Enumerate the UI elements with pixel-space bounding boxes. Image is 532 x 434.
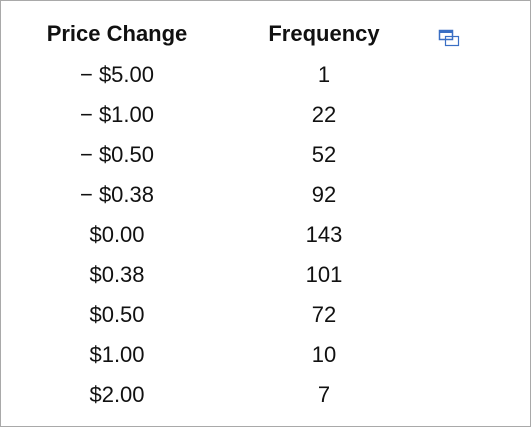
column-header: Price Change xyxy=(46,21,188,46)
column-header: Frequency xyxy=(268,21,380,46)
price-change-cell: − $0.38 xyxy=(79,182,154,207)
frequency-cell: 72 xyxy=(311,302,337,327)
price-change-cell: $1.00 xyxy=(89,342,145,367)
price-change-cell: $0.50 xyxy=(89,302,145,327)
frequency-cell: 7 xyxy=(317,382,331,407)
frequency-cell: 143 xyxy=(305,222,343,247)
frequency-cell: 92 xyxy=(311,182,337,207)
price-change-cell: $0.38 xyxy=(89,262,145,287)
price-change-cell: − $1.00 xyxy=(79,102,154,127)
frequency-cell: 10 xyxy=(311,342,337,367)
price-change-cell: − $0.50 xyxy=(79,142,154,167)
price-change-cell: − $5.00 xyxy=(79,62,154,87)
popout-icon[interactable] xyxy=(438,29,460,47)
frequency-cell: 101 xyxy=(305,262,343,287)
price-change-cell: $0.00 xyxy=(89,222,145,247)
frequency-cell: 52 xyxy=(311,142,337,167)
frequency-cell: 22 xyxy=(311,102,337,127)
frequency-cell: 1 xyxy=(317,62,331,87)
price-change-cell: $2.00 xyxy=(89,382,145,407)
